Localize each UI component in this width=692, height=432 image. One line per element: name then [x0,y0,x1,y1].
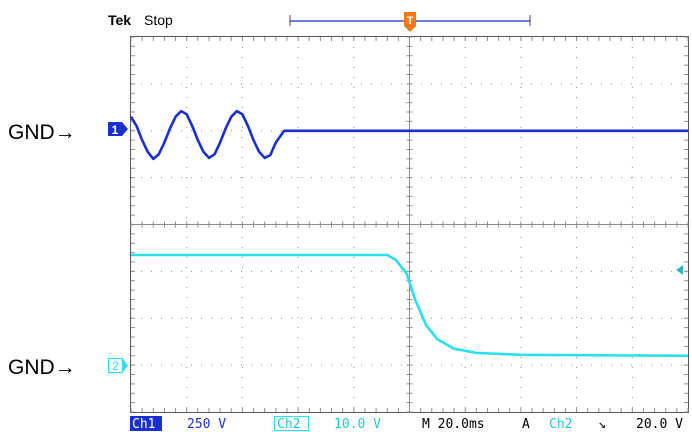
ch2-scale: 10.0 V [334,417,381,432]
ch1-ground-label: GND→ [8,121,76,144]
ch2-trace [131,253,689,358]
ch1-scale: 250 V [187,417,226,432]
trigger-position-marker: T [404,12,416,32]
svg-text:2: 2 [112,359,119,373]
trigger-source: Ch2 [549,417,572,432]
ch2-ground-marker: 2 [107,357,128,374]
trigger-mode: A [522,417,530,432]
trigger-level: 20.0 V [636,417,683,432]
ch2-ground-label: GND→ [8,356,76,379]
trigger-slope-icon: ↘ [598,417,606,432]
status-bar: Ch1 250 V Ch2 10.0 V M 20.0ms A Ch2 ↘ 20… [130,416,683,432]
trigger-level-marker [676,265,683,275]
ch1-ground-marker: 1 [108,122,128,137]
svg-text:1: 1 [112,123,119,137]
acquisition-state: Stop [144,12,173,28]
ch1-trace [129,109,688,161]
brand-label: Tek [108,12,131,28]
timebase: M 20.0ms [422,417,485,432]
ch2-name: Ch2 [277,417,300,432]
graticule [130,36,689,413]
svg-text:T: T [407,15,414,27]
ch1-name-badge [130,416,162,431]
ch2-name-badge [274,416,309,431]
ch1-name: Ch1 [132,417,155,432]
